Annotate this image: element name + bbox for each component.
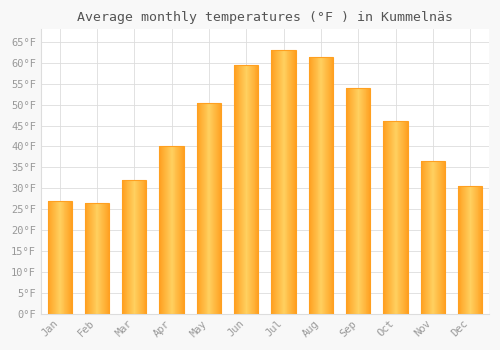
Bar — [197, 103, 221, 314]
Bar — [346, 88, 370, 314]
Bar — [85, 203, 109, 314]
Bar — [48, 201, 72, 314]
Bar — [234, 65, 258, 314]
Bar — [122, 180, 146, 314]
Title: Average monthly temperatures (°F ) in Kummelnäs: Average monthly temperatures (°F ) in Ku… — [77, 11, 453, 24]
Bar — [160, 147, 184, 314]
Bar — [384, 121, 407, 314]
Bar — [309, 57, 333, 314]
Bar — [421, 161, 445, 314]
Bar — [458, 186, 482, 314]
Bar — [272, 50, 295, 314]
